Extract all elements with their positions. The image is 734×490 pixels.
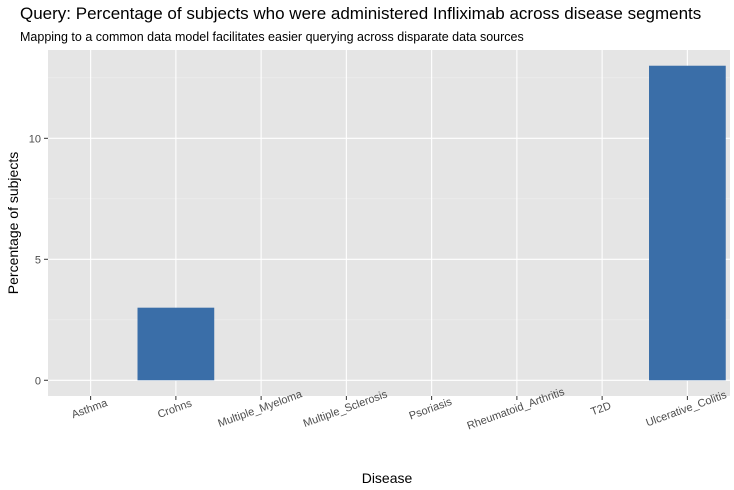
- y-tick-label: 10: [29, 133, 41, 145]
- y-axis: 0 5 10: [29, 133, 48, 387]
- x-tick-label: T2D: [589, 400, 613, 418]
- y-tick-label: 5: [35, 254, 41, 266]
- bar-crohns: [137, 307, 215, 381]
- x-tick-label: Psoriasis: [408, 396, 455, 423]
- bar-ulcerative-colitis: [649, 65, 726, 381]
- chart-subtitle: Mapping to a common data model facilitat…: [20, 30, 524, 44]
- major-gridlines: [48, 50, 730, 396]
- bars: [137, 65, 726, 381]
- chart-title: Query: Percentage of subjects who were a…: [20, 4, 702, 23]
- y-axis-title: Percentage of subjects: [5, 152, 21, 294]
- y-tick-label: 0: [35, 375, 41, 387]
- x-tick-label: Asthma: [70, 397, 110, 421]
- x-axis-title: Disease: [362, 470, 413, 486]
- x-tick-label: Crohns: [156, 397, 194, 421]
